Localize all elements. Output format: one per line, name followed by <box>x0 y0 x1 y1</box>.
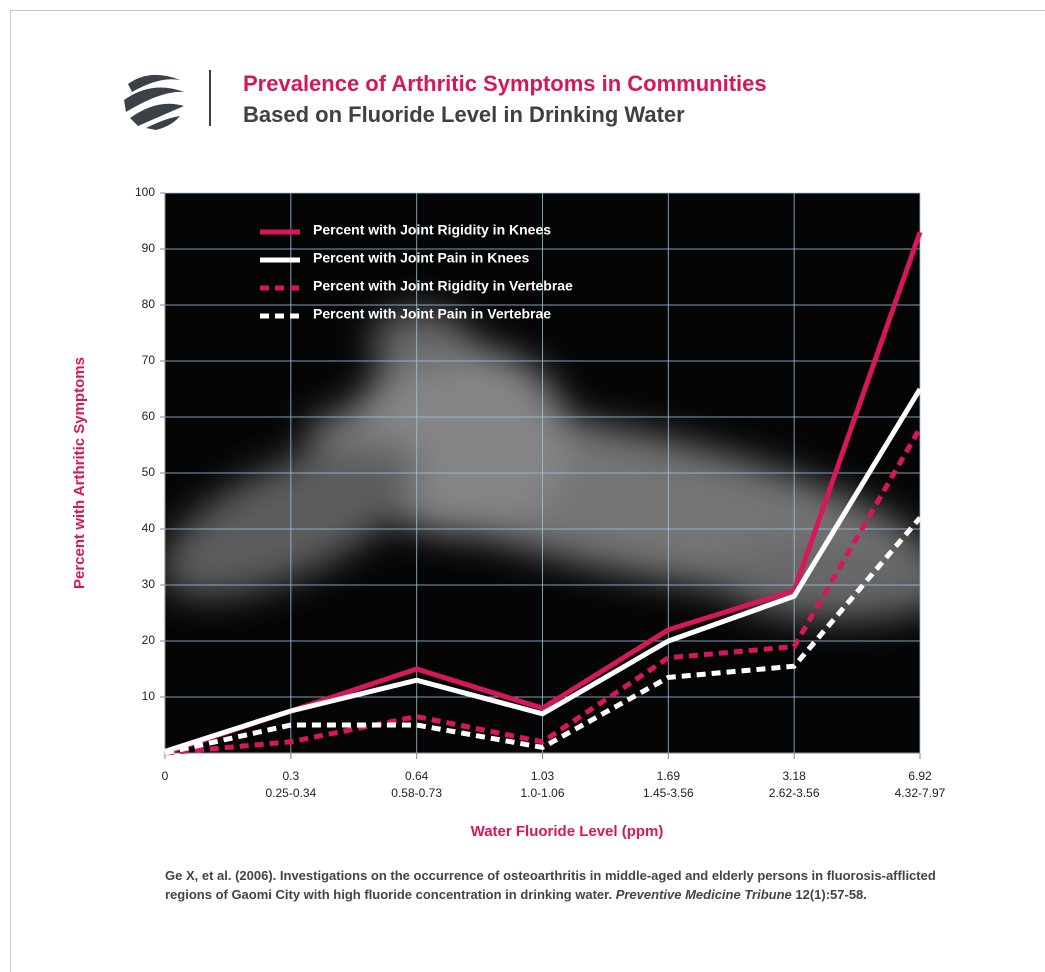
x-range-label: 0.25-0.34 <box>265 786 316 800</box>
legend-label: Percent with Joint Rigidity in Knees <box>313 222 551 238</box>
y-axis-label: Percent with Arthritic Symptoms <box>71 357 88 589</box>
y-tick-label: 60 <box>142 409 156 423</box>
y-tick-label: 10 <box>142 689 156 703</box>
x-range-label: 1.0-1.06 <box>520 786 564 800</box>
legend-label: Percent with Joint Rigidity in Vertebrae <box>313 278 573 294</box>
y-tick-label: 40 <box>142 521 156 535</box>
chart-title: Prevalence of Arthritic Symptoms in Comm… <box>243 71 767 96</box>
logo <box>124 74 184 130</box>
y-tick-label: 50 <box>142 465 156 479</box>
chart-subtitle: Based on Fluoride Level in Drinking Wate… <box>243 102 685 127</box>
series-line <box>164 426 923 756</box>
series-line <box>164 516 922 756</box>
x-range-label: 0.58-0.73 <box>391 786 442 800</box>
x-range-label: 2.62-3.56 <box>769 786 820 800</box>
series-line <box>164 387 923 754</box>
x-tick-label: 6.92 <box>908 769 932 783</box>
legend-label: Percent with Joint Pain in Vertebrae <box>313 306 551 322</box>
citation: Ge X, et al. (2006). Investigations on t… <box>165 866 955 904</box>
x-tick-label: 3.18 <box>782 769 806 783</box>
y-tick-label: 20 <box>142 633 156 647</box>
citation-journal: Preventive Medicine Tribune <box>615 887 792 902</box>
frame <box>10 10 1045 972</box>
y-tick-label: 100 <box>135 185 155 199</box>
y-tick-label: 90 <box>142 241 156 255</box>
x-tick-label: 0 <box>162 769 169 783</box>
x-tick-label: 0.64 <box>405 769 429 783</box>
x-range-label: 4.32-7.97 <box>895 786 946 800</box>
y-tick-label: 80 <box>142 297 156 311</box>
x-tick-label: 0.3 <box>282 769 299 783</box>
x-axis-label: Water Fluoride Level (ppm) <box>471 823 664 840</box>
x-range-label: 1.45-3.56 <box>643 786 694 800</box>
y-tick-label: 30 <box>142 577 156 591</box>
citation-text: Ge X, et al. (2006). Investigations on t… <box>165 868 936 902</box>
legend-label: Percent with Joint Pain in Knees <box>313 250 529 266</box>
x-tick-label: 1.03 <box>531 769 555 783</box>
citation-text: 12(1):57-58. <box>791 887 867 902</box>
x-tick-label: 1.69 <box>657 769 681 783</box>
y-tick-label: 70 <box>142 353 156 367</box>
